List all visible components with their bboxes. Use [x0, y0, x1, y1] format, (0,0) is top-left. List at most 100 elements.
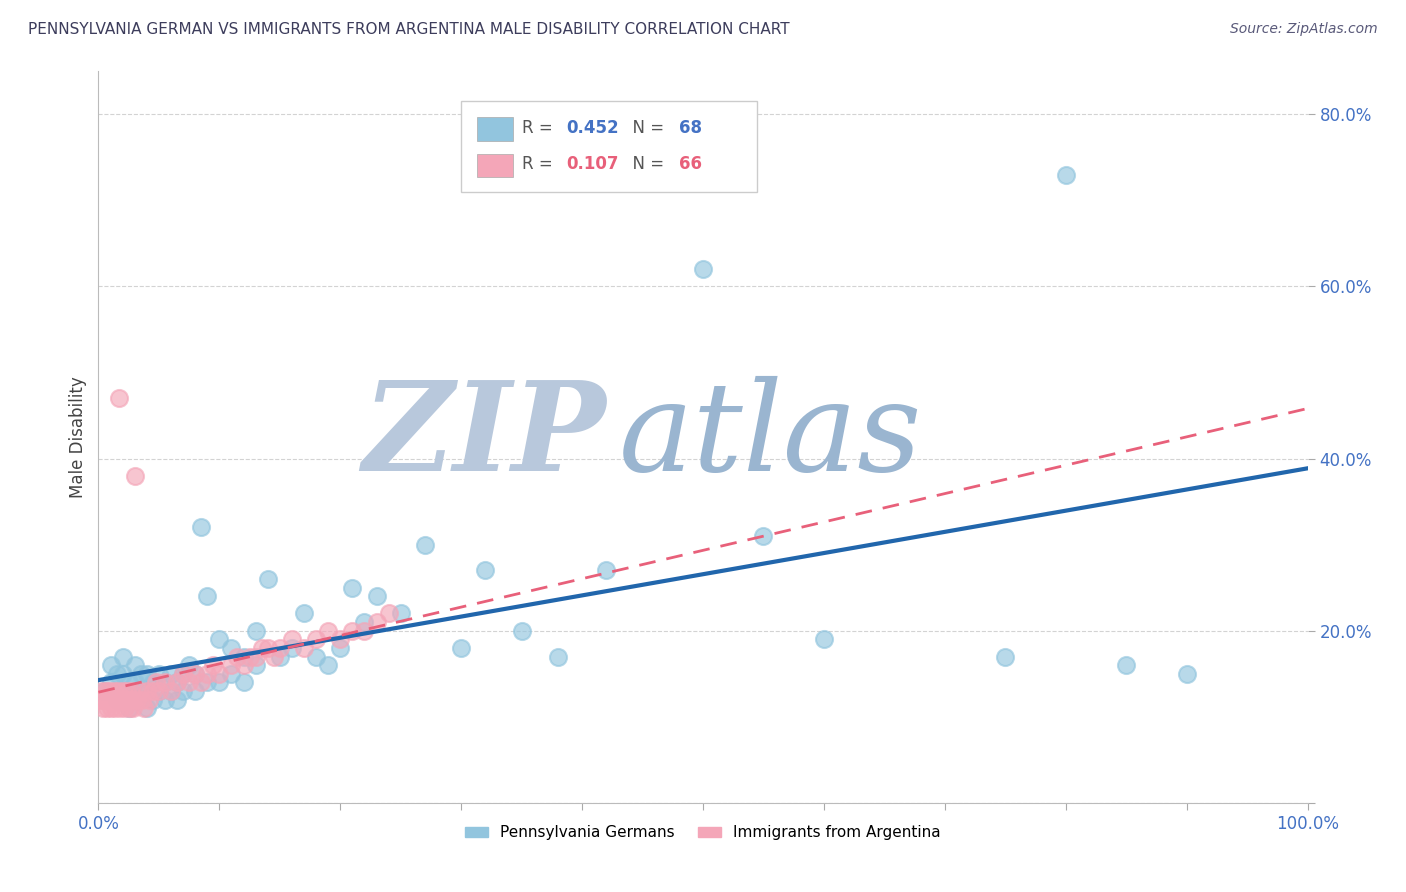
Point: [91, 684, 114, 698]
Point: [256, 572, 278, 586]
Point: [94, 684, 117, 698]
Point: [292, 640, 315, 655]
Point: [172, 684, 194, 698]
Point: [389, 607, 412, 621]
Text: 0.452: 0.452: [567, 119, 619, 136]
Point: [117, 684, 139, 698]
Point: [103, 684, 125, 698]
Point: [239, 649, 262, 664]
Point: [166, 675, 188, 690]
Point: [195, 666, 218, 681]
Point: [128, 684, 150, 698]
Point: [100, 675, 122, 690]
Text: N =: N =: [621, 155, 669, 173]
Y-axis label: Male Disability: Male Disability: [69, 376, 87, 498]
Point: [692, 262, 714, 277]
Text: 66: 66: [679, 155, 702, 173]
Text: Source: ZipAtlas.com: Source: ZipAtlas.com: [1230, 22, 1378, 37]
Point: [160, 684, 183, 698]
Point: [245, 649, 267, 664]
Point: [269, 649, 291, 664]
Point: [226, 649, 249, 664]
Text: atlas: atlas: [619, 376, 922, 498]
Point: [96, 701, 118, 715]
Point: [97, 692, 120, 706]
Text: R =: R =: [522, 155, 558, 173]
Point: [292, 607, 315, 621]
Point: [118, 692, 141, 706]
Point: [108, 392, 131, 406]
Point: [110, 692, 132, 706]
Point: [342, 624, 364, 638]
Point: [134, 701, 156, 715]
Point: [153, 675, 176, 690]
Point: [377, 607, 399, 621]
Point: [114, 701, 136, 715]
Point: [108, 701, 131, 715]
Point: [100, 658, 122, 673]
Text: 0.107: 0.107: [567, 155, 619, 173]
Point: [366, 589, 388, 603]
Point: [145, 675, 167, 690]
Point: [105, 692, 128, 706]
Point: [305, 649, 328, 664]
Point: [221, 666, 243, 681]
Point: [124, 692, 146, 706]
Point: [138, 692, 160, 706]
Point: [245, 658, 267, 673]
Text: N =: N =: [621, 119, 669, 136]
Point: [232, 649, 254, 664]
Point: [179, 658, 201, 673]
Point: [1054, 168, 1077, 182]
Point: [142, 675, 165, 690]
Legend: Pennsylvania Germans, Immigrants from Argentina: Pennsylvania Germans, Immigrants from Ar…: [460, 819, 946, 847]
Point: [124, 658, 146, 673]
Point: [221, 640, 243, 655]
Point: [135, 666, 157, 681]
Point: [208, 666, 231, 681]
Point: [107, 684, 129, 698]
Point: [111, 684, 134, 698]
Point: [127, 692, 149, 706]
Point: [118, 701, 141, 715]
Point: [111, 684, 134, 698]
Point: [135, 684, 157, 698]
Point: [172, 666, 194, 681]
Point: [353, 615, 375, 629]
Point: [93, 692, 115, 706]
Point: [172, 666, 194, 681]
Point: [131, 692, 153, 706]
Point: [148, 684, 170, 698]
Point: [208, 632, 231, 647]
Point: [256, 640, 278, 655]
Point: [190, 520, 212, 534]
Point: [104, 701, 127, 715]
Point: [179, 675, 201, 690]
Bar: [477, 118, 513, 141]
Point: [101, 692, 124, 706]
Point: [184, 684, 207, 698]
Point: [353, 624, 375, 638]
Point: [100, 701, 122, 715]
Point: [142, 684, 165, 698]
Point: [115, 692, 138, 706]
Point: [91, 701, 114, 715]
Point: [1175, 666, 1198, 681]
Point: [118, 675, 141, 690]
Point: [281, 640, 304, 655]
Text: ZIP: ZIP: [363, 376, 606, 498]
Point: [994, 649, 1017, 664]
Point: [195, 589, 218, 603]
Point: [316, 658, 339, 673]
Point: [232, 675, 254, 690]
Point: [190, 675, 212, 690]
Point: [752, 529, 775, 543]
Text: 68: 68: [679, 119, 702, 136]
Point: [245, 624, 267, 638]
Point: [184, 666, 207, 681]
Point: [112, 692, 135, 706]
Point: [208, 675, 231, 690]
Point: [166, 675, 188, 690]
Text: PENNSYLVANIA GERMAN VS IMMIGRANTS FROM ARGENTINA MALE DISABILITY CORRELATION CHA: PENNSYLVANIA GERMAN VS IMMIGRANTS FROM A…: [28, 22, 790, 37]
Point: [342, 581, 364, 595]
